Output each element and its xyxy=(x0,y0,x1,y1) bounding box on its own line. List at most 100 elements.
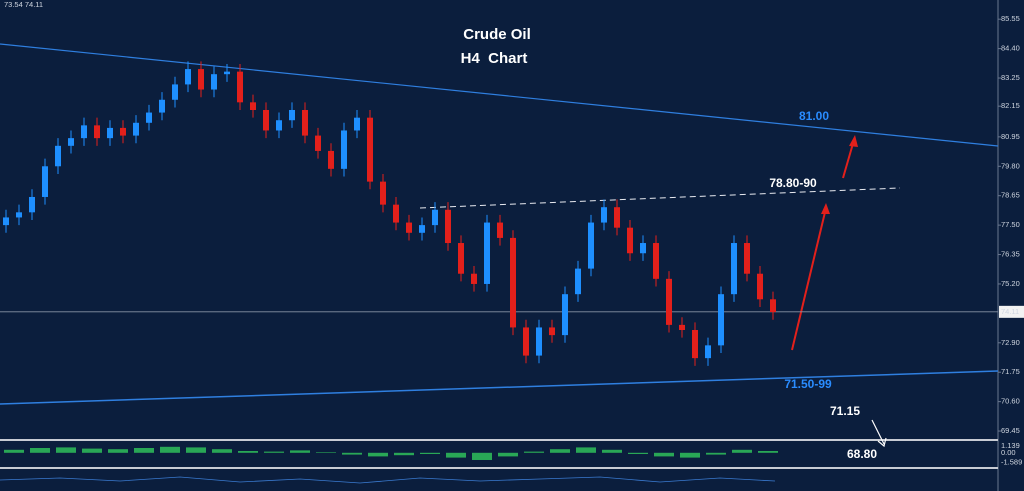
candle-body xyxy=(29,196,35,213)
candle-body xyxy=(744,243,750,274)
trend-line xyxy=(0,43,999,147)
candle-body xyxy=(705,345,711,359)
candle-body xyxy=(640,243,646,254)
annotation: 81.00 xyxy=(799,109,829,123)
y-tick-label: 71.75 xyxy=(1001,367,1020,376)
candle-body xyxy=(497,222,503,238)
arrow-head xyxy=(849,135,858,147)
indicator-bar xyxy=(732,449,752,453)
candle-body xyxy=(679,324,685,330)
indicator-bar xyxy=(82,448,102,453)
indicator-bar xyxy=(238,451,258,453)
candle-body xyxy=(68,138,74,146)
indicator-bar xyxy=(498,452,518,457)
chart-title: Crude Oil xyxy=(463,26,531,43)
candle-body xyxy=(692,330,698,359)
quote: 73.54 74.11 xyxy=(4,0,43,9)
indicator-bar xyxy=(524,451,544,453)
candle-body xyxy=(614,207,620,228)
candle-body xyxy=(510,237,516,328)
candle-body xyxy=(562,294,568,336)
y-tick-label: 78.65 xyxy=(1001,191,1020,200)
candle-body xyxy=(328,150,334,169)
candle-body xyxy=(601,207,607,223)
candle-body xyxy=(146,112,152,123)
annotation: 78.80-90 xyxy=(769,176,817,190)
y-tick-label: 75.20 xyxy=(1001,279,1020,288)
candle-body xyxy=(159,99,165,113)
candle-body xyxy=(354,117,360,131)
candle-body xyxy=(185,69,191,85)
arrow xyxy=(791,207,827,351)
candle-body xyxy=(3,217,9,226)
y-tick-label: 83.25 xyxy=(1001,73,1020,82)
candle-body xyxy=(718,294,724,346)
indicator-bar xyxy=(290,450,310,453)
candle-body xyxy=(42,166,48,197)
arrow-head xyxy=(877,437,887,448)
indicator-bar xyxy=(342,452,362,455)
indicator-bar xyxy=(264,451,284,453)
candle-body xyxy=(406,222,412,233)
candle-body xyxy=(627,227,633,254)
candle-body xyxy=(315,135,321,151)
last-price-label: 74.11 xyxy=(1001,307,1019,316)
resistance-line xyxy=(419,187,901,209)
candle-body xyxy=(419,225,425,233)
indicator-bar xyxy=(186,447,206,453)
candle-body xyxy=(536,327,542,356)
indicator-bar xyxy=(576,447,596,453)
indicator-bar xyxy=(368,452,388,457)
y-tick-label: 72.90 xyxy=(1001,338,1020,347)
indicator-tick-label: 1.139 xyxy=(1001,441,1020,450)
candle-body xyxy=(250,102,256,110)
candle-body xyxy=(653,243,659,279)
candle-body xyxy=(393,204,399,223)
y-tick-label: 84.40 xyxy=(1001,44,1020,53)
trend-line xyxy=(0,370,999,405)
y-tick-label: 80.95 xyxy=(1001,132,1020,141)
candle-body xyxy=(575,268,581,295)
candle-body xyxy=(55,145,61,167)
arrow-head xyxy=(821,203,830,214)
candle-body xyxy=(94,125,100,139)
candle-body xyxy=(731,243,737,295)
indicator-tick-label: -1.589 xyxy=(1001,457,1022,466)
y-tick-label: 79.80 xyxy=(1001,161,1020,170)
arrow xyxy=(871,419,885,445)
candle-body xyxy=(757,273,763,300)
indicator-bar xyxy=(654,452,674,457)
chart-subtitle: H4 Chart xyxy=(461,50,528,67)
price-label-box xyxy=(999,305,1024,318)
candle-body xyxy=(276,120,282,131)
candle-body xyxy=(198,69,204,90)
candle-body xyxy=(549,327,555,336)
candle-body xyxy=(237,71,243,103)
indicator-bar xyxy=(212,449,232,453)
candle-body xyxy=(471,273,477,284)
candle-body xyxy=(133,122,139,136)
candle-body xyxy=(16,212,22,218)
y-tick-label: 76.35 xyxy=(1001,250,1020,259)
indicator-bar xyxy=(108,449,128,453)
y-tick-label: 82.15 xyxy=(1001,101,1020,110)
indicator-tick-label: 0.00 xyxy=(1001,448,1016,457)
candle-body xyxy=(666,278,672,325)
indicator-bar xyxy=(602,449,622,453)
indicator-bar xyxy=(4,449,24,453)
indicator-bar xyxy=(680,452,700,458)
annotation: 71.15 xyxy=(830,404,860,418)
indicator-bar xyxy=(446,452,466,458)
candle-body xyxy=(523,327,529,356)
indicator-bar xyxy=(420,452,440,454)
candle-body xyxy=(107,127,113,139)
candle-body xyxy=(263,110,269,131)
candle-body xyxy=(302,110,308,136)
candle-body xyxy=(588,222,594,269)
candle-body xyxy=(289,110,295,121)
candle-body xyxy=(172,84,178,100)
y-tick-label: 69.45 xyxy=(1001,426,1020,435)
candle-body xyxy=(380,181,386,205)
